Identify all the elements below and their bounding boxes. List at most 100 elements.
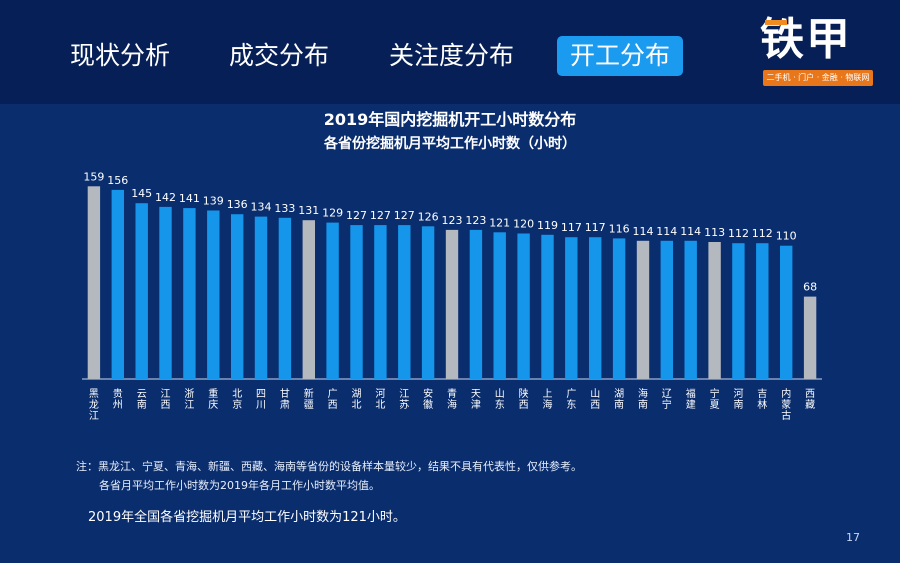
data-label-29: 110 [776, 230, 797, 243]
bar-2 [135, 203, 148, 379]
brand-logo: 铁甲 二手机 · 门户 · 金融 · 物联网 [760, 12, 876, 92]
bar-20 [565, 237, 578, 379]
category-label-25: 福建 [686, 387, 696, 411]
data-label-0: 159 [83, 170, 104, 183]
category-label-9: 新疆 [304, 387, 314, 411]
category-label-22: 湖南 [614, 388, 624, 411]
bar-10 [326, 222, 339, 379]
category-label-27: 河南 [734, 388, 744, 411]
category-label-19: 上海 [543, 388, 553, 411]
category-label-26: 宁夏 [710, 387, 720, 411]
category-label-29: 内蒙古 [781, 387, 791, 422]
category-label-0: 黑龙江 [89, 388, 99, 422]
bar-27 [732, 243, 745, 379]
data-label-21: 117 [585, 221, 606, 234]
note-line-1: 注：黑龙江、宁夏、青海、新疆、西藏、海南等省份的设备样本量较少，结果不具有代表性… [76, 460, 582, 473]
data-label-19: 119 [537, 219, 558, 232]
tab-attention-distribution[interactable]: 关注度分布 [389, 41, 515, 70]
data-label-13: 127 [394, 209, 415, 222]
tab-deal-distribution[interactable]: 成交分布 [229, 41, 330, 70]
data-label-6: 136 [227, 198, 248, 211]
bar-24 [660, 240, 673, 379]
category-label-10: 广西 [328, 388, 338, 411]
bar-17 [493, 232, 506, 379]
bar-13 [398, 225, 411, 379]
bar-21 [589, 237, 602, 379]
category-label-23: 海南 [638, 387, 648, 411]
data-label-28: 112 [752, 227, 773, 240]
bar-0 [87, 186, 101, 379]
tab-status-analysis[interactable]: 现状分析 [70, 41, 171, 70]
logo-accent [765, 20, 787, 25]
data-label-15: 123 [442, 214, 463, 227]
data-label-18: 120 [513, 218, 534, 231]
data-label-14: 126 [418, 210, 439, 223]
data-label-27: 112 [728, 227, 749, 240]
data-label-4: 141 [179, 192, 200, 205]
data-label-10: 129 [322, 207, 343, 220]
data-label-12: 127 [370, 209, 391, 222]
bar-22 [612, 238, 626, 379]
data-label-20: 117 [561, 221, 582, 234]
category-label-2: 云南 [137, 389, 147, 411]
data-label-8: 133 [274, 202, 295, 215]
category-label-8: 甘肃 [280, 387, 290, 411]
category-label-28: 吉林 [757, 388, 767, 411]
category-label-4: 浙江 [184, 388, 194, 411]
data-label-24: 114 [656, 225, 677, 238]
page-number: 17 [846, 531, 860, 544]
bar-19 [541, 234, 554, 379]
bar-23 [636, 240, 650, 379]
tab-operation-distribution[interactable]: 开工分布 [557, 36, 684, 76]
bar-29 [780, 245, 793, 379]
bar-chart: 159 黑龙江 156 贵州 145 云南 142 江西 141 浙江 139 重庆 136 北京 134 四… [82, 170, 822, 422]
category-label-17: 山东 [495, 388, 505, 411]
bar-7 [254, 216, 268, 379]
data-label-30: 68 [803, 281, 817, 294]
data-label-1: 156 [107, 174, 128, 187]
data-label-16: 123 [465, 214, 486, 227]
category-label-5: 重庆 [208, 387, 218, 411]
bar-28 [756, 243, 769, 379]
bar-26 [708, 242, 721, 379]
header-bar: 现状分析 成交分布 关注度分布 开工分布 铁甲 二手机 · 门户 · 金融 · … [0, 0, 900, 104]
category-label-1: 贵州 [113, 387, 123, 411]
logo-tagline: 二手机 · 门户 · 金融 · 物联网 [763, 70, 873, 86]
category-label-6: 北京 [232, 388, 242, 411]
data-label-7: 134 [251, 201, 272, 214]
bar-15 [445, 229, 459, 379]
note-line-2: 各省月平均工作小时数为2019年各月工作小时数平均值。 [99, 479, 380, 492]
data-label-26: 113 [704, 226, 725, 239]
bar-11 [350, 225, 363, 379]
category-label-20: 广东 [566, 388, 576, 411]
chart-subtitle: 各省份挖掘机月平均工作小时数（小时） [324, 136, 576, 152]
bar-5 [207, 210, 220, 379]
bar-25 [684, 240, 697, 379]
category-label-30: 西藏 [805, 389, 815, 411]
summary-text: 2019年全国各省挖掘机月平均工作小时数为121小时。 [88, 510, 406, 525]
bar-6 [231, 214, 244, 379]
data-label-22: 116 [609, 222, 630, 235]
data-label-5: 139 [203, 195, 224, 208]
data-label-23: 114 [633, 225, 654, 238]
category-label-7: 四川 [256, 389, 266, 411]
category-label-11: 湖北 [352, 388, 362, 411]
category-label-13: 江苏 [399, 388, 409, 411]
category-label-12: 河北 [375, 388, 385, 411]
data-label-25: 114 [680, 225, 701, 238]
bar-12 [374, 225, 387, 379]
bar-14 [421, 226, 435, 379]
data-label-3: 142 [155, 191, 176, 204]
bar-4 [183, 208, 196, 379]
bar-16 [469, 229, 483, 379]
data-label-9: 131 [298, 204, 319, 217]
bar-9 [302, 220, 315, 379]
bar-18 [517, 233, 530, 379]
category-label-18: 陕西 [519, 387, 529, 411]
bar-3 [159, 206, 172, 379]
bar-8 [278, 217, 292, 379]
category-label-3: 江西 [161, 388, 171, 411]
category-label-16: 天津 [471, 389, 481, 411]
category-label-24: 辽宁 [662, 388, 672, 411]
category-label-15: 青海 [447, 387, 457, 411]
